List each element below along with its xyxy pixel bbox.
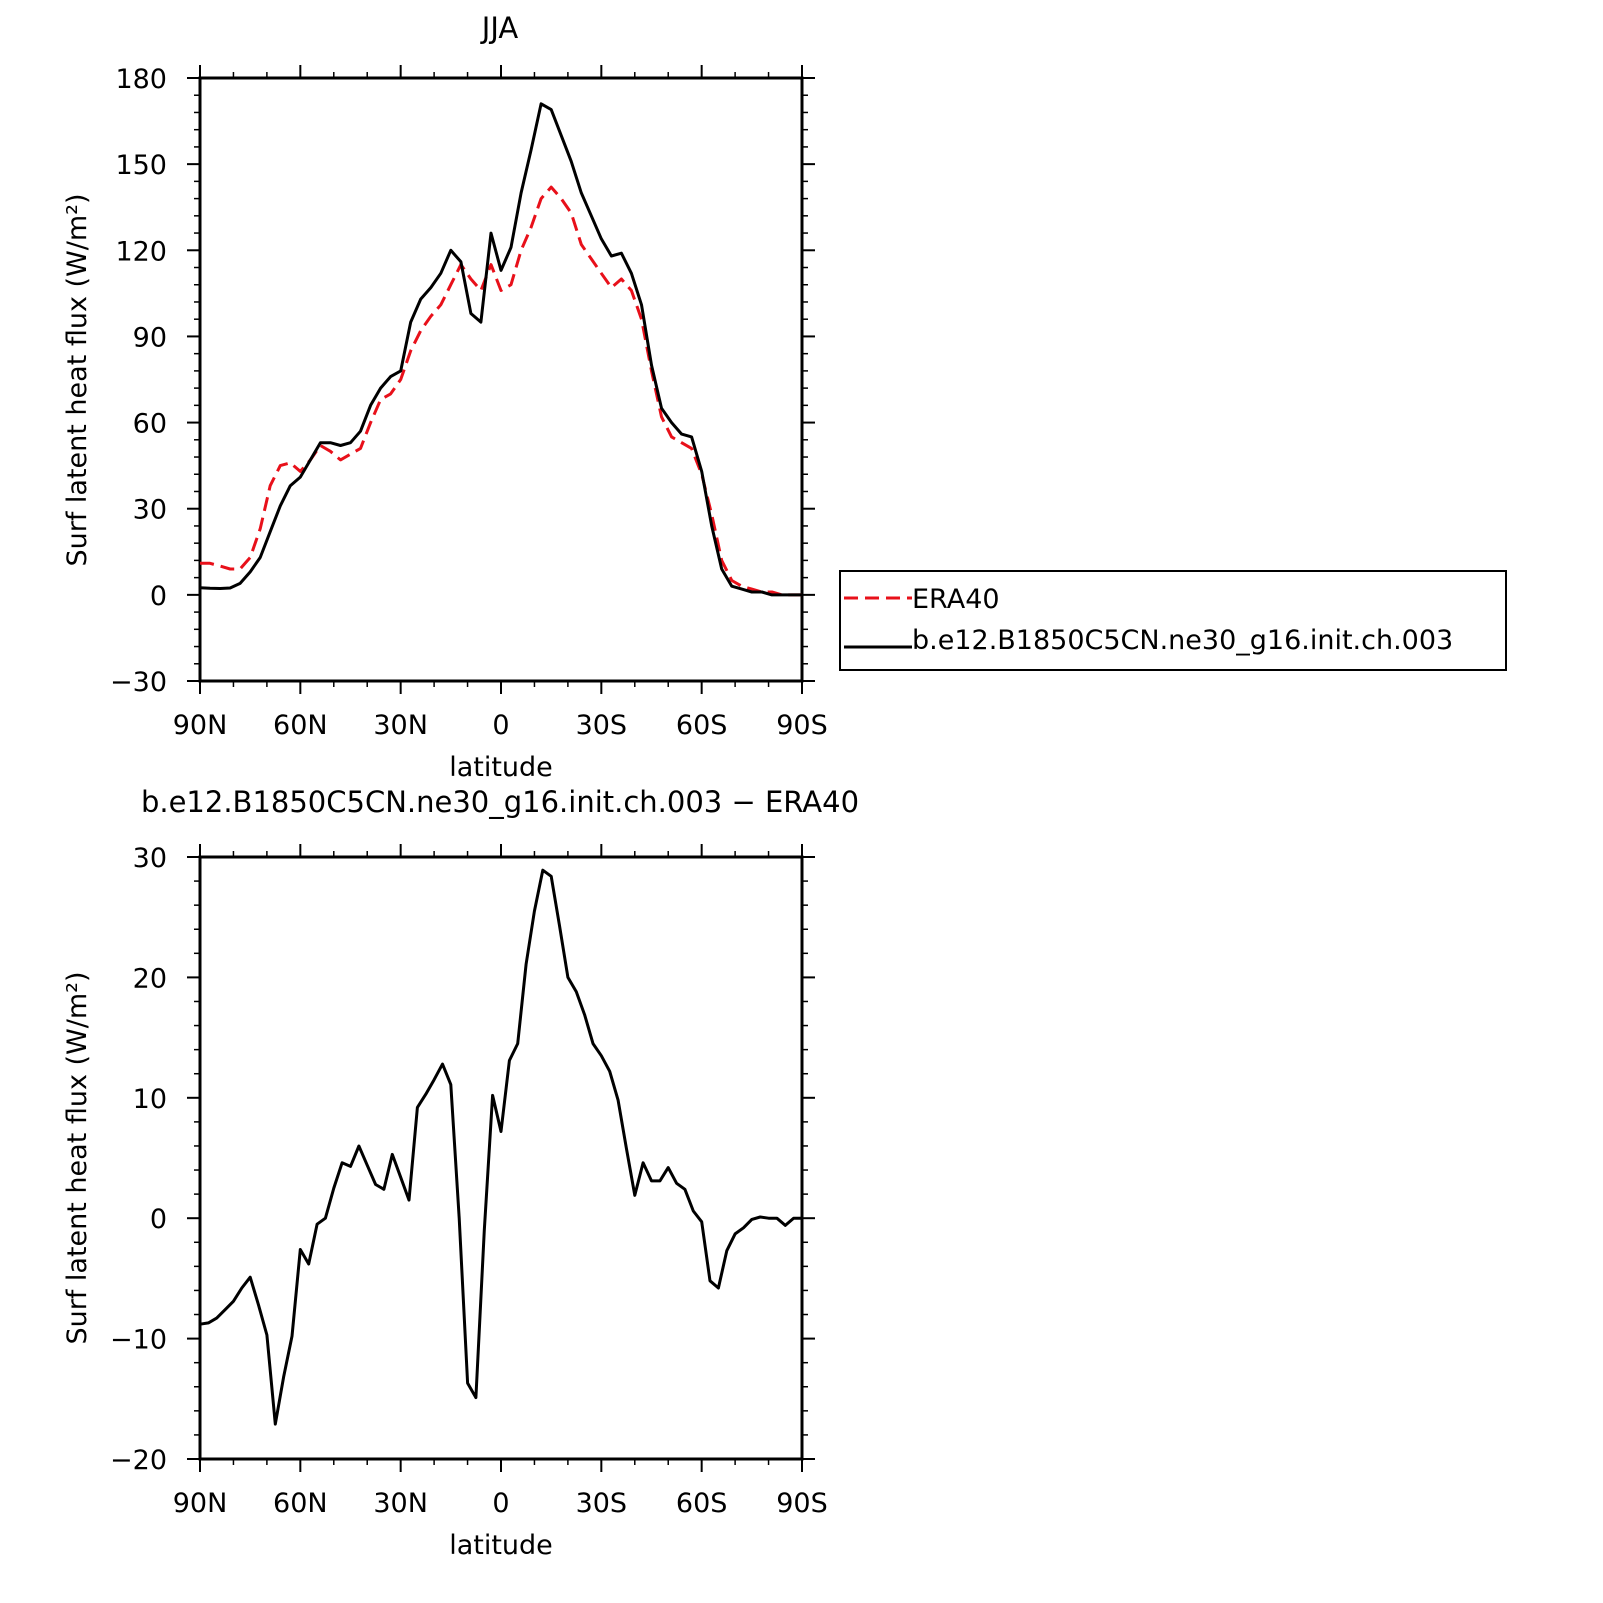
top-x-tick-label: 60S (676, 710, 728, 741)
bottom-x-tick-label: 0 (492, 1488, 509, 1519)
bottom-plot-frame (198, 855, 804, 1461)
bottom-x-tick-label: 60S (676, 1488, 728, 1519)
bottom-chart-series (199, 868, 802, 1426)
top-y-tick-label: 120 (115, 236, 167, 267)
bottom-series-line-difference (199, 868, 802, 1426)
bottom-x-tick-label: 90N (173, 1488, 228, 1519)
top-x-tick-label: 90N (173, 710, 228, 741)
top-plot-frame (198, 76, 804, 683)
bottom-x-tick-label: 90S (776, 1488, 828, 1519)
top-x-tick-label: 30N (373, 710, 428, 741)
legend-label-era40: ERA40 (912, 584, 1000, 615)
top-y-axis-label: Surf latent heat flux (W/m²) (62, 193, 93, 566)
bottom-y-tick-label: −10 (110, 1325, 167, 1356)
bottom-y-tick-label: −20 (110, 1445, 167, 1476)
top-chart-ticks: 90N 60N 30N 0 30S 60S 90S −30 0 30 60 90 120 150 180 (110, 64, 828, 741)
bottom-y-tick-label: 0 (150, 1204, 167, 1235)
bottom-x-axis-label: latitude (449, 1530, 553, 1561)
top-x-tick-label: 60N (273, 710, 328, 741)
bottom-x-tick-label: 30N (373, 1488, 428, 1519)
top-series-line-era40 (200, 185, 802, 597)
bottom-x-tick-label: 60N (273, 1488, 328, 1519)
top-y-tick-label: 180 (115, 64, 167, 95)
bottom-y-tick-label: 10 (133, 1084, 167, 1115)
legend-label-model: b.e12.B1850C5CN.ne30_g16.init.ch.003 (912, 625, 1453, 656)
top-y-tick-label: 90 (133, 322, 167, 353)
bottom-chart-ticks: 90N 60N 30N 0 30S 60S 90S −20 −10 0 10 20 30 (110, 843, 828, 1519)
top-chart-series (199, 102, 802, 597)
top-x-axis-label: latitude (449, 752, 553, 783)
bottom-chart-title: b.e12.B1850C5CN.ne30_g16.init.ch.003 − E… (141, 785, 859, 819)
top-y-tick-label: 60 (133, 409, 167, 440)
top-x-tick-label: 30S (576, 710, 628, 741)
top-y-tick-label: 30 (133, 495, 167, 526)
bottom-chart: b.e12.B1850C5CN.ne30_g16.init.ch.003 − E… (62, 785, 859, 1561)
legend: ERA40 b.e12.B1850C5CN.ne30_g16.init.ch.0… (839, 570, 1507, 671)
top-y-tick-label: 150 (115, 150, 167, 181)
bottom-y-tick-label: 20 (133, 963, 167, 994)
legend-box (839, 570, 1507, 671)
top-y-tick-label: 0 (150, 581, 167, 612)
top-y-tick-label: −30 (110, 667, 167, 698)
top-chart: JJA 90N 60N 30N 0 30S 60S 90S −30 0 30 60 90 120 150 1… (62, 11, 1507, 783)
top-x-tick-label: 90S (776, 710, 828, 741)
top-series-line-model (199, 102, 802, 597)
top-chart-title: JJA (480, 11, 519, 45)
bottom-y-axis-label: Surf latent heat flux (W/m²) (62, 971, 93, 1344)
top-x-tick-label: 0 (492, 710, 509, 741)
bottom-x-tick-label: 30S (576, 1488, 628, 1519)
bottom-y-tick-label: 30 (133, 843, 167, 874)
